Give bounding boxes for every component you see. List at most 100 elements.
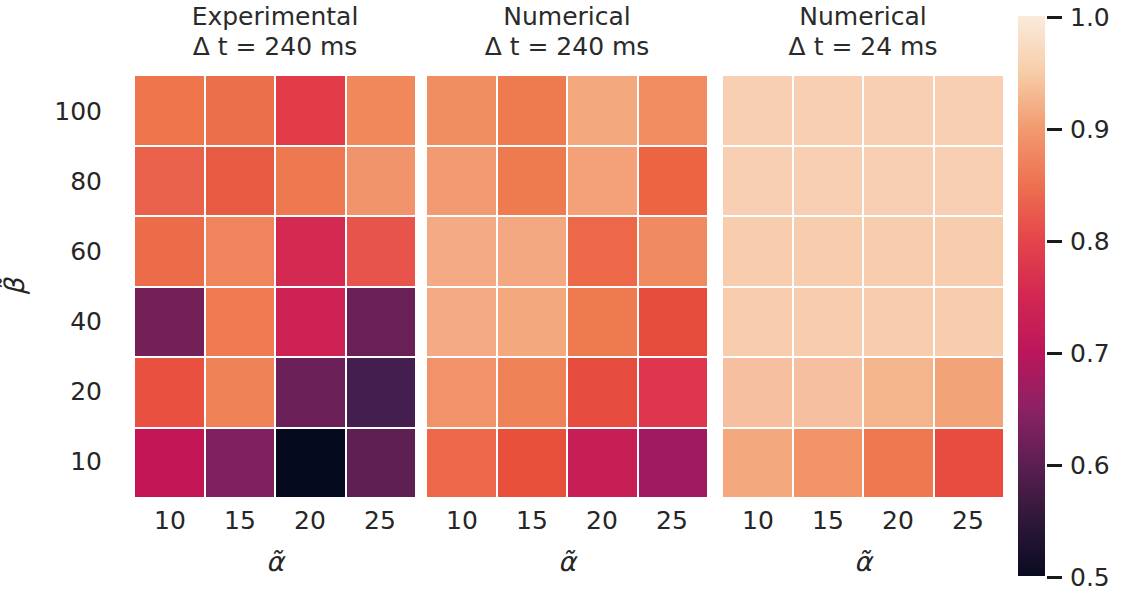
heatmap-cell bbox=[135, 429, 204, 498]
heatmap-cell bbox=[639, 429, 708, 498]
colorbar-tick-mark bbox=[1047, 240, 1062, 243]
heatmap-cell bbox=[347, 147, 416, 216]
colorbar-tick-label: 0.7 bbox=[1070, 339, 1110, 368]
y-tick-label: 10 bbox=[0, 427, 118, 497]
x-tick-label: 25 bbox=[345, 506, 415, 535]
heatmap-cell bbox=[206, 429, 275, 498]
x-tick-label: 15 bbox=[793, 506, 863, 535]
heatmap-cell bbox=[276, 217, 345, 286]
heatmap-grid bbox=[427, 76, 707, 497]
heatmap-cell bbox=[568, 76, 637, 145]
heatmap-cell bbox=[864, 429, 933, 498]
heatmap-cell bbox=[723, 76, 792, 145]
panel-title-line2: Δ t = 240 ms bbox=[135, 32, 415, 62]
heatmap-cell bbox=[135, 358, 204, 427]
heatmap-cell bbox=[206, 147, 275, 216]
heatmap-cell bbox=[794, 358, 863, 427]
heatmap-cell bbox=[347, 429, 416, 498]
x-tick-label: 10 bbox=[723, 506, 793, 535]
heatmap-cell bbox=[206, 288, 275, 357]
colorbar-tick-label: 0.9 bbox=[1070, 115, 1110, 144]
x-axis-label: α̃ bbox=[723, 546, 1003, 577]
heatmap-cell bbox=[498, 147, 567, 216]
heatmap-cell bbox=[135, 217, 204, 286]
heatmap-cell bbox=[864, 147, 933, 216]
x-tick-label: 20 bbox=[567, 506, 637, 535]
heatmap-cell bbox=[794, 76, 863, 145]
panel-title-line1: Experimental bbox=[135, 2, 415, 32]
colorbar-tick-mark bbox=[1047, 352, 1062, 355]
heatmap-figure: β̃ 1008060402010 Experimental Δ t = 240 … bbox=[0, 0, 1122, 596]
x-tick-label: 20 bbox=[863, 506, 933, 535]
x-tick-label: 25 bbox=[933, 506, 1003, 535]
heatmap-cell bbox=[206, 217, 275, 286]
colorbar bbox=[1018, 16, 1045, 576]
heatmap-cell bbox=[935, 147, 1004, 216]
heatmap-cell bbox=[135, 288, 204, 357]
heatmap-cell bbox=[723, 147, 792, 216]
y-tick-labels: 1008060402010 bbox=[0, 76, 118, 497]
x-tick-label: 25 bbox=[637, 506, 707, 535]
x-tick-label: 15 bbox=[205, 506, 275, 535]
colorbar-tick-label: 0.6 bbox=[1070, 451, 1110, 480]
heatmap-cell bbox=[347, 358, 416, 427]
heatmap-grid bbox=[723, 76, 1003, 497]
heatmap-cell bbox=[206, 76, 275, 145]
heatmap-cell bbox=[135, 147, 204, 216]
heatmap-cell bbox=[276, 429, 345, 498]
heatmap-cell bbox=[639, 147, 708, 216]
colorbar-tick-label: 0.5 bbox=[1070, 563, 1110, 592]
heatmap-cell bbox=[935, 76, 1004, 145]
heatmap-cell bbox=[794, 288, 863, 357]
heatmap-cell bbox=[427, 147, 496, 216]
heatmap-cell bbox=[794, 429, 863, 498]
heatmap-cell bbox=[723, 217, 792, 286]
heatmap-panel-numerical-240ms: Numerical Δ t = 240 ms 10152025 α̃ bbox=[427, 0, 707, 596]
x-tick-label: 20 bbox=[275, 506, 345, 535]
heatmap-cell bbox=[276, 288, 345, 357]
heatmap-cell bbox=[568, 147, 637, 216]
heatmap-cell bbox=[135, 76, 204, 145]
x-tick-label: 10 bbox=[427, 506, 497, 535]
colorbar-tick-label: 1.0 bbox=[1070, 3, 1110, 32]
heatmap-cell bbox=[639, 288, 708, 357]
heatmap-cell bbox=[639, 217, 708, 286]
heatmap-panel-numerical-24ms: Numerical Δ t = 24 ms 10152025 α̃ bbox=[723, 0, 1003, 596]
x-tick-label: 15 bbox=[497, 506, 567, 535]
heatmap-cell bbox=[723, 429, 792, 498]
x-tick-label: 10 bbox=[135, 506, 205, 535]
colorbar-tick-mark bbox=[1047, 128, 1062, 131]
heatmap-cell bbox=[498, 76, 567, 145]
colorbar-tick-label: 0.8 bbox=[1070, 227, 1110, 256]
heatmap-cell bbox=[498, 429, 567, 498]
heatmap-cell bbox=[864, 217, 933, 286]
panel-title-line2: Δ t = 24 ms bbox=[723, 32, 1003, 62]
heatmap-cell bbox=[347, 76, 416, 145]
y-tick-label: 60 bbox=[0, 216, 118, 286]
y-tick-label: 80 bbox=[0, 146, 118, 216]
x-tick-labels: 10152025 bbox=[427, 506, 707, 535]
heatmap-cell bbox=[427, 217, 496, 286]
heatmap-cell bbox=[568, 288, 637, 357]
heatmap-cell bbox=[639, 76, 708, 145]
heatmap-cell bbox=[723, 288, 792, 357]
colorbar-tick-mark bbox=[1047, 16, 1062, 19]
heatmap-cell bbox=[347, 217, 416, 286]
heatmap-cell bbox=[427, 358, 496, 427]
heatmap-cell bbox=[568, 217, 637, 286]
panel-title-line1: Numerical bbox=[427, 2, 707, 32]
panel-title-line2: Δ t = 240 ms bbox=[427, 32, 707, 62]
heatmap-cell bbox=[498, 288, 567, 357]
heatmap-cell bbox=[568, 358, 637, 427]
heatmap-cell bbox=[498, 358, 567, 427]
heatmap-cell bbox=[794, 217, 863, 286]
panel-title: Numerical Δ t = 240 ms bbox=[427, 2, 707, 62]
heatmap-cell bbox=[639, 358, 708, 427]
y-tick-label: 20 bbox=[0, 357, 118, 427]
colorbar-tick-mark bbox=[1047, 576, 1062, 579]
heatmap-cell bbox=[935, 429, 1004, 498]
panel-title-line1: Numerical bbox=[723, 2, 1003, 32]
heatmap-cell bbox=[723, 358, 792, 427]
y-tick-label: 100 bbox=[0, 76, 118, 146]
heatmap-cell bbox=[935, 217, 1004, 286]
